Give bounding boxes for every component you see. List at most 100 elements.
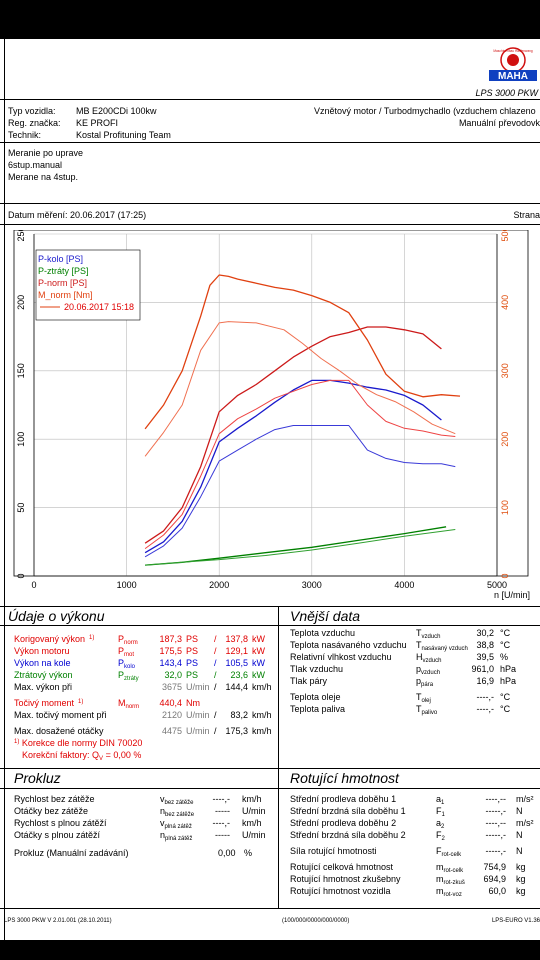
external-row-label: Tlak páry [290, 676, 328, 686]
logo-wordmark: MAHA [498, 71, 528, 82]
series-line-m-norm-20-06-2017-15-18- [144, 321, 456, 457]
rotating-row-value: 694,9 [483, 874, 506, 884]
rotating-row-label: Rotující celková hmotnost [290, 862, 394, 872]
external-row-value: 38,8 [476, 640, 494, 650]
output-row-label: Max. točivý moment při [14, 710, 107, 720]
series-line-p-ztr-ty [145, 526, 447, 566]
output-row-value-2: 83,2 [230, 710, 248, 720]
footer-divider [0, 908, 540, 909]
notes-divider [0, 203, 540, 204]
y-left-tick-label: 250 [16, 230, 26, 242]
coast-row-label: Rychlost s plnou zátěží [14, 818, 107, 828]
coast-row-symbol: vbez zátěže [160, 794, 194, 806]
x-axis-unit: n [U/min] [494, 590, 530, 600]
external-row-unit: °C [500, 692, 511, 702]
output-row-value-1: 4475 [161, 726, 182, 736]
rotating-row-label: Rotující hmotnost zkušebny [290, 874, 401, 884]
info-divider [0, 142, 540, 143]
x-tick-label: 4000 [394, 580, 414, 590]
power-torque-chart: 0 1000 2000 3000 4000 5000 0 50 100 150 200 250 0 100… [0, 226, 540, 610]
external-row-value: 961,0 [471, 664, 494, 674]
external-row-value: 16,9 [476, 676, 494, 686]
output-row-label: Výkon motoru [14, 646, 70, 656]
bottom-black-bar [0, 940, 540, 960]
series-line-p-norm-20-06-2017-15-18- [144, 379, 456, 550]
external-row-symbol: ppára [416, 676, 434, 688]
rotating-row-label: Střední prodleva doběhu 1 [290, 794, 397, 804]
output-row-unit-2: kW [252, 670, 265, 680]
x-tick-label: 2000 [209, 580, 229, 590]
output-row-separator: / [214, 682, 217, 692]
output-row-value-1: 32,0 [164, 670, 182, 680]
external-row-value: ----,- [476, 704, 495, 714]
rotating-row-value: 60,0 [488, 886, 506, 896]
rotating-row-symbol: a1 [436, 794, 445, 806]
rotating-row-unit: N [516, 846, 523, 856]
rotating-row-symbol: F2 [436, 830, 445, 842]
series-line-p-norm [144, 326, 442, 544]
coast-row-symbol: nplná zátěž [160, 830, 193, 842]
output-row-unit-1: U/min [186, 710, 210, 720]
y-left-tick-label: 200 [16, 295, 26, 310]
output-section-title: Údaje o výkonu [8, 608, 105, 624]
note-line-1: Meranie po uprave [8, 148, 84, 158]
rotating-row-label: Střední prodleva doběhu 2 [290, 818, 397, 828]
coast-row-value: ----,- [212, 794, 231, 804]
external-row-unit: hPa [500, 676, 517, 686]
output-row-unit-1: PS [186, 670, 199, 680]
x-tick-label: 5000 [487, 580, 507, 590]
external-row-symbol: pvzduch [416, 664, 441, 676]
rotating-row-value: -----,- [485, 830, 506, 840]
external-row-symbol: Hvzduch [416, 652, 442, 664]
external-row-value: 39,5 [476, 652, 494, 662]
logo-ring-text: Maschinenbau Haldenwang [493, 49, 533, 53]
rotating-row-label: Síla rotující hmotnosti [290, 846, 377, 856]
output-row-label: Ztrátový výkon [14, 670, 73, 680]
y-left-tick-label: 100 [16, 432, 26, 447]
output-row-label: Výkon na kole [14, 658, 71, 668]
coast-row-symbol: vplná zátěž [160, 818, 192, 830]
output-row-label: Korigovaný výkon 1) [14, 634, 95, 644]
legend-entry: M_norm [Nm] [38, 290, 93, 300]
legend-box [35, 249, 141, 321]
external-row-label: Teplota nasávaného vzduchu [290, 640, 407, 650]
external-section-title: Vnější data [290, 608, 361, 624]
output-row-value-1: 143,4 [159, 658, 182, 668]
output-row-value-2: 175,3 [225, 726, 248, 736]
external-row-unit: °C [500, 704, 511, 714]
rotating-row-unit: N [516, 806, 523, 816]
external-row-unit: hPa [500, 664, 517, 674]
output-row-value-1: 2120 [161, 710, 182, 720]
output-row-label: Max. výkon při [14, 682, 73, 692]
section-divider-mid [0, 768, 540, 769]
output-row-value-1: 440,4 [159, 698, 182, 708]
output-row-unit-1: PS [186, 634, 199, 644]
output-row-symbol: Pnorm [118, 634, 138, 646]
y-right-tick-label: 0 [500, 573, 510, 578]
output-row-separator: / [214, 670, 217, 680]
page-left-border [4, 38, 5, 940]
page-top-border [0, 38, 540, 39]
coast-row-unit: U/min [242, 830, 266, 840]
y-right-tick-label: 400 [500, 295, 510, 310]
maha-logo: Maschinenbau Haldenwang MAHA [489, 47, 537, 82]
output-row-separator: / [214, 726, 217, 736]
output-row-unit-1: PS [186, 646, 199, 656]
external-row-label: Teplota oleje [290, 692, 341, 702]
engine-type: Vznětový motor / Turbodmychadlo (vzduche… [314, 106, 536, 116]
output-row-value-2: 23,6 [230, 670, 248, 680]
gearbox-type: Manuální převodovk [458, 118, 540, 128]
output-row-unit-1: U/min [186, 682, 210, 692]
date-divider [0, 224, 540, 225]
rotating-row-label: Rotující hmotnost vozidla [290, 886, 391, 896]
rotating-row-value: -----,- [485, 806, 506, 816]
din-note: 1) Korekce dle normy DIN 70020 [14, 738, 143, 748]
coast-row-label: Rychlost bez zátěže [14, 794, 95, 804]
coast-row-value: ----,- [212, 818, 231, 828]
rotating-row-value: -----,- [485, 846, 506, 856]
legend-entry-reference: 20.06.2017 15:18 [64, 302, 134, 312]
output-row-value-1: 3675 [161, 682, 182, 692]
rotating-section-title: Rotující hmotnost [290, 770, 399, 786]
output-row-value-2: 137,8 [225, 634, 248, 644]
section-center-divider [278, 606, 279, 908]
